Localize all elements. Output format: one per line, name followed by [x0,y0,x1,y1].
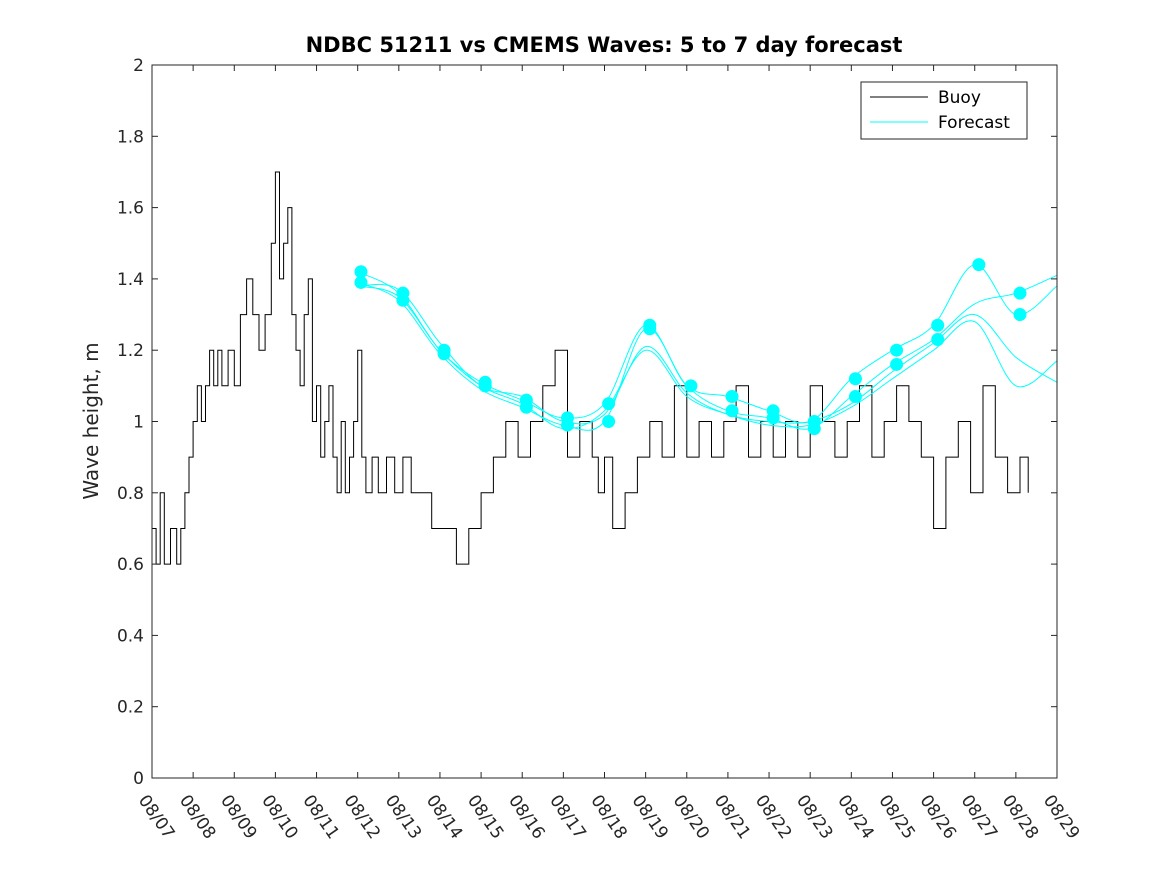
forecast-marker [931,318,945,332]
y-tick-label: 0.2 [117,698,144,718]
forecast-marker [1013,286,1027,300]
y-axis-label: Wave height, m [79,342,103,499]
legend-buoy-label: Buoy [938,88,981,108]
forecast-marker [807,422,821,436]
y-tick-label: 1.8 [117,127,144,147]
forecast-marker [519,400,533,414]
forecast-marker [848,372,862,386]
y-tick-label: 1.2 [117,341,144,361]
forecast-marker [848,390,862,404]
buoy-series-line [152,171,1029,565]
forecast-marker [602,397,616,411]
forecast-marker [725,390,739,404]
forecast-marker [643,322,657,336]
forecast-marker [354,275,368,289]
forecast-series-line-1 [357,264,1058,424]
chart-title: NDBC 51211 vs CMEMS Waves: 5 to 7 day fo… [306,33,903,57]
forecast-marker [437,347,451,361]
legend-box [860,81,1028,140]
forecast-marker [1013,308,1027,322]
y-tick-label: 0.8 [117,484,144,504]
y-tick-label: 0.4 [117,626,144,646]
forecast-marker [684,379,698,393]
y-axis-ticks: 0 0.2 0.4 0.6 0.8 1 1.2 1.4 1.6 1.8 2 [117,56,1057,789]
forecast-marker [560,418,574,432]
forecast-marker [972,258,986,272]
forecast-marker [890,343,904,357]
y-tick-label: 1.4 [117,270,144,290]
forecast-marker [725,404,739,418]
y-tick-label: 0 [133,769,144,789]
forecast-marker [602,415,616,428]
forecast-marker [478,379,492,393]
y-tick-label: 2 [133,56,144,76]
forecast-markers [354,258,1027,436]
forecast-marker [890,357,904,371]
legend-forecast-label: Forecast [938,113,1010,133]
y-tick-label: 0.6 [117,555,144,575]
forecast-marker [354,265,368,279]
forecast-marker [766,411,780,425]
y-tick-label: 1.6 [117,199,144,219]
forecast-marker [931,333,945,347]
forecast-marker [396,293,410,307]
legend: Buoy Forecast [860,81,1028,140]
y-tick-label: 1 [133,413,144,433]
